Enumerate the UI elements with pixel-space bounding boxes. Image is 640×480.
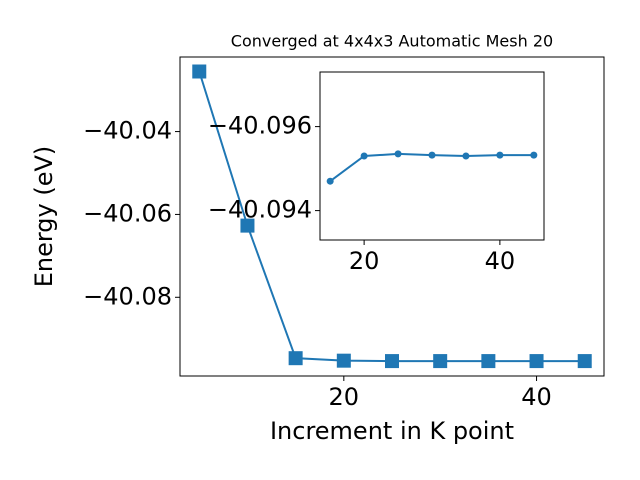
- x-tick-label: 20: [329, 383, 360, 411]
- marker: [326, 177, 334, 185]
- marker: [433, 354, 448, 369]
- y-tick-label: −40.096: [208, 112, 312, 140]
- marker: [529, 354, 544, 369]
- marker: [336, 353, 351, 368]
- marker: [192, 64, 207, 79]
- marker: [394, 150, 402, 158]
- y-tick-label: −40.06: [83, 199, 172, 227]
- marker: [428, 151, 436, 159]
- marker: [496, 151, 504, 159]
- marker: [530, 151, 538, 159]
- axes-frame: [179, 56, 605, 377]
- marker: [481, 354, 496, 369]
- marker: [385, 354, 399, 369]
- chart-title: Converged at 4x4x3 Automatic Mesh 20: [231, 32, 553, 51]
- y-tick-label: −40.094: [208, 196, 312, 224]
- x-tick-label: 40: [521, 383, 552, 411]
- x-tick-label: 40: [485, 247, 516, 275]
- marker: [288, 351, 303, 366]
- y-tick-label: −40.08: [83, 282, 172, 310]
- marker: [577, 354, 592, 369]
- y-axis-label: Energy (eV): [30, 146, 58, 288]
- x-axis-label: Increment in K point: [270, 417, 514, 445]
- marker: [240, 218, 255, 233]
- y-tick-label: −40.04: [83, 117, 172, 145]
- marker: [360, 152, 368, 160]
- axes-frame: [319, 71, 545, 241]
- x-tick-label: 20: [349, 247, 380, 275]
- marker: [462, 152, 470, 160]
